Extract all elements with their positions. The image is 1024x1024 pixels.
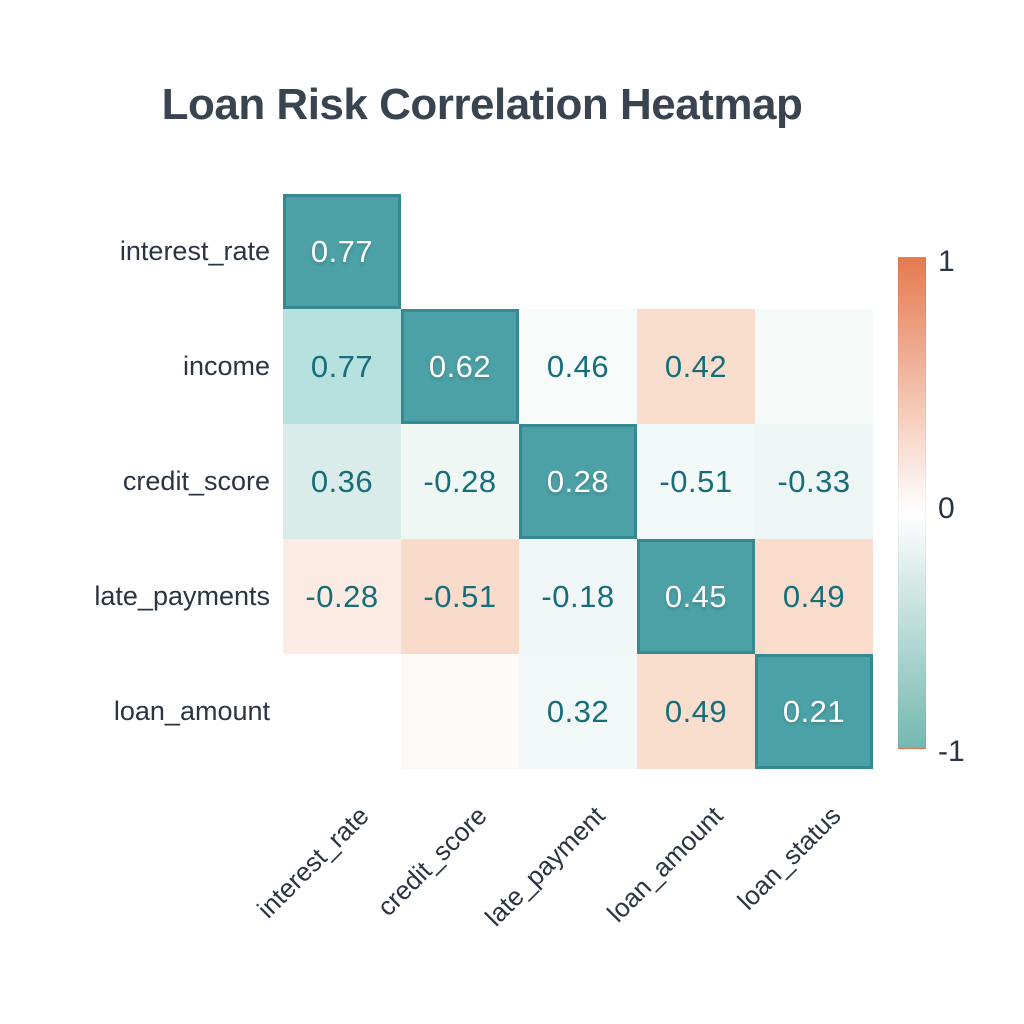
cell-value: -0.33 <box>777 463 851 499</box>
heatmap-cell <box>637 194 755 309</box>
heatmap-cell: 0.77 <box>283 194 401 309</box>
cell-value: -0.18 <box>541 578 615 614</box>
heatmap-cell <box>401 654 519 769</box>
cell-value: 0.46 <box>546 348 610 384</box>
cell-value: 0.28 <box>546 463 610 499</box>
cell-value: 0.77 <box>310 348 374 384</box>
heatmap-cell: -0.18 <box>519 539 637 654</box>
cell-value: -0.51 <box>423 578 497 614</box>
heatmap-cell: 0.32 <box>519 654 637 769</box>
chart-title: Loan Risk Correlation Heatmap <box>161 80 803 129</box>
column-labels: interest_rate credit_score late_payment loa… <box>251 769 873 969</box>
heatmap-cell: 0.49 <box>755 539 873 654</box>
heatmap-cell <box>755 309 873 424</box>
cell-value: 0.62 <box>428 348 492 384</box>
heatmap-grid: 0.77 0.77 0.62 0.46 0.42 0.36 -0.28 0.28 -0.51 -0… <box>283 194 873 769</box>
heatmap-cell: -0.51 <box>637 424 755 539</box>
row-label: interest_rate <box>119 236 270 266</box>
cell-value: 0.42 <box>664 348 728 384</box>
row-label: loan_amount <box>113 696 270 726</box>
row-label: late_payments <box>94 581 270 611</box>
heatmap-cell <box>283 654 401 769</box>
heatmap-cell: 0.45 <box>637 539 755 654</box>
heatmap-cell: 0.62 <box>401 309 519 424</box>
cell-value: 0.49 <box>782 578 846 614</box>
heatmap-cell: 0.49 <box>637 654 755 769</box>
row-label: income <box>182 351 270 381</box>
cell-value: 0.45 <box>664 578 728 614</box>
heatmap-cell: -0.33 <box>755 424 873 539</box>
heatmap-cell: -0.28 <box>401 424 519 539</box>
heatmap-cell: -0.51 <box>401 539 519 654</box>
cell-value: -0.28 <box>423 463 497 499</box>
cell-value: 0.49 <box>664 693 728 729</box>
heatmap-cell: 0.46 <box>519 309 637 424</box>
heatmap-cell: 0.77 <box>283 309 401 424</box>
heatmap-cell: 0.42 <box>637 309 755 424</box>
heatmap-cell: 0.21 <box>755 654 873 769</box>
cell-value: 0.21 <box>782 693 846 729</box>
cell-value: -0.51 <box>659 463 733 499</box>
colorbar <box>898 257 926 749</box>
heatmap-cell <box>755 194 873 309</box>
cell-value: 0.32 <box>546 693 610 729</box>
heatmap-cell <box>519 194 637 309</box>
heatmap-cell: 0.28 <box>519 424 637 539</box>
heatmap-cell: 0.36 <box>283 424 401 539</box>
row-label: credit_score <box>122 466 270 496</box>
colorbar-tick-min: -1 <box>938 735 965 768</box>
cell-value: -0.28 <box>305 578 379 614</box>
cell-value: 0.36 <box>310 463 374 499</box>
cell-value: 0.77 <box>310 233 374 269</box>
colorbar-tick-max: 1 <box>938 245 955 278</box>
heatmap-cell <box>401 194 519 309</box>
colorbar-tick-zero: 0 <box>938 492 955 525</box>
heatmap-cell: -0.28 <box>283 539 401 654</box>
